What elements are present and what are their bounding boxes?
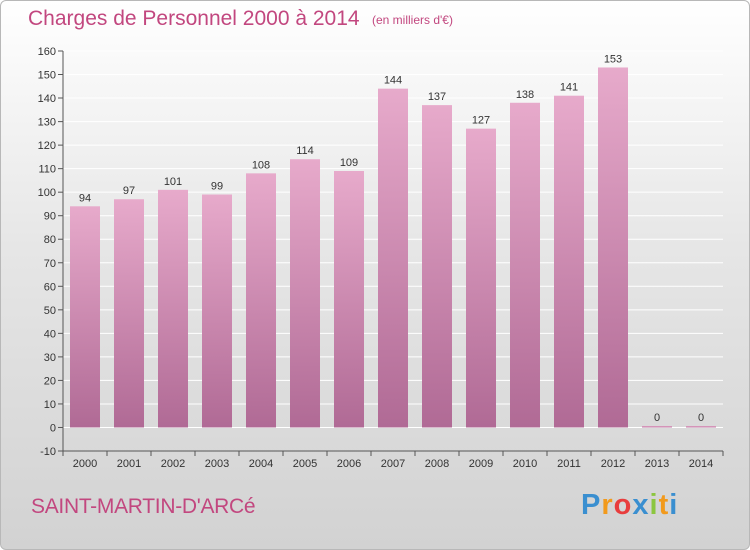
bar-2013 <box>642 425 672 428</box>
bar-2014 <box>686 425 716 428</box>
y-tick-label: 140 <box>38 93 56 105</box>
proxiti-logo: Proxiti <box>581 489 678 522</box>
x-tick-label-2012: 2012 <box>601 458 625 470</box>
bar-2004 <box>246 173 276 428</box>
x-tick-label-2008: 2008 <box>425 458 449 470</box>
logo-letter: i <box>669 489 679 521</box>
chart-title: Charges de Personnel 2000 à 2014 <box>28 7 360 30</box>
y-tick-label: 70 <box>44 258 56 270</box>
bar-2010 <box>510 102 540 428</box>
x-tick-label-2002: 2002 <box>161 458 185 470</box>
data-label-2004: 108 <box>252 159 270 171</box>
x-tick-label-2001: 2001 <box>117 458 141 470</box>
bar-2002 <box>158 189 188 428</box>
data-label-2000: 94 <box>79 192 91 204</box>
y-tick-label: 20 <box>44 375 56 387</box>
y-tick-label: 120 <box>38 140 56 152</box>
y-tick-labels: -10 0 10 20 30 40 50 60 70 80 90 100 110 120 130 140 150… <box>38 46 56 458</box>
y-tick-label: 30 <box>44 352 56 364</box>
x-tick-label-2009: 2009 <box>469 458 493 470</box>
data-label-2009: 127 <box>472 115 490 127</box>
x-tick-labels: 2000 2001 2002 2003 2004 2005 2006 2007 2008 2009… <box>73 458 713 470</box>
data-label-2008: 137 <box>428 91 446 103</box>
data-label-2013: 0 <box>654 412 660 424</box>
bar-2012 <box>598 67 628 428</box>
bar-2011 <box>554 95 584 428</box>
x-tick-label-2007: 2007 <box>381 458 405 470</box>
data-label-2005: 114 <box>296 145 314 157</box>
data-label-2001: 97 <box>123 185 135 197</box>
x-tick-label-2003: 2003 <box>205 458 229 470</box>
y-tick-label: 130 <box>38 117 56 129</box>
y-tick-label: 60 <box>44 281 56 293</box>
data-label-2007: 144 <box>384 75 402 87</box>
x-tick-label-2000: 2000 <box>73 458 97 470</box>
logo-letter: o <box>613 489 633 521</box>
logo-letter: P <box>581 489 602 521</box>
y-tick-label: -10 <box>40 446 56 458</box>
x-tick-label-2006: 2006 <box>337 458 361 470</box>
bars <box>70 67 716 428</box>
bar-2006 <box>334 171 364 428</box>
y-tick-label: 100 <box>38 187 56 199</box>
data-label-2012: 153 <box>604 53 622 65</box>
data-label-2003: 99 <box>211 181 223 193</box>
y-tick-label: 150 <box>38 70 56 82</box>
x-tick-label-2011: 2011 <box>557 458 581 470</box>
y-tick-label: 90 <box>44 211 56 223</box>
bar-2005 <box>290 159 320 428</box>
bar-2009 <box>466 128 496 428</box>
logo-letter: r <box>601 489 614 521</box>
y-tick-label: 80 <box>44 234 56 246</box>
y-tick-label: 0 <box>50 422 56 434</box>
chart-subtitle: (en milliers d'€) <box>372 13 453 27</box>
y-tick-label: 50 <box>44 305 56 317</box>
x-tick-label-2005: 2005 <box>293 458 317 470</box>
y-tick-label: 160 <box>38 46 56 58</box>
x-tick-label-2013: 2013 <box>645 458 669 470</box>
logo-letter: t <box>658 489 670 521</box>
logo-letter: i <box>649 489 659 521</box>
y-tick-label: 40 <box>44 328 56 340</box>
bar-2007 <box>378 88 408 428</box>
bar-2008 <box>422 105 452 428</box>
x-tick-label-2014: 2014 <box>689 458 713 470</box>
data-label-2010: 138 <box>516 89 534 101</box>
data-label-2006: 109 <box>340 157 358 169</box>
y-tick-label: 110 <box>38 164 56 176</box>
bar-2001 <box>114 199 144 428</box>
bar-2000 <box>70 206 100 428</box>
x-tick-label-2010: 2010 <box>513 458 537 470</box>
y-tick-label: 10 <box>44 399 56 411</box>
axes <box>58 50 724 456</box>
x-tick-label-2004: 2004 <box>249 458 273 470</box>
data-labels: 94 97 101 99 108 114 109 144 137 127 138 141 153 0 0 <box>79 53 704 424</box>
data-label-2002: 101 <box>164 176 182 188</box>
data-label-2014: 0 <box>698 412 704 424</box>
location-name: SAINT-MARTIN-D'ARCé <box>31 495 256 518</box>
logo-letter: x <box>632 489 650 521</box>
bar-2003 <box>202 194 232 428</box>
data-label-2011: 141 <box>560 82 578 94</box>
